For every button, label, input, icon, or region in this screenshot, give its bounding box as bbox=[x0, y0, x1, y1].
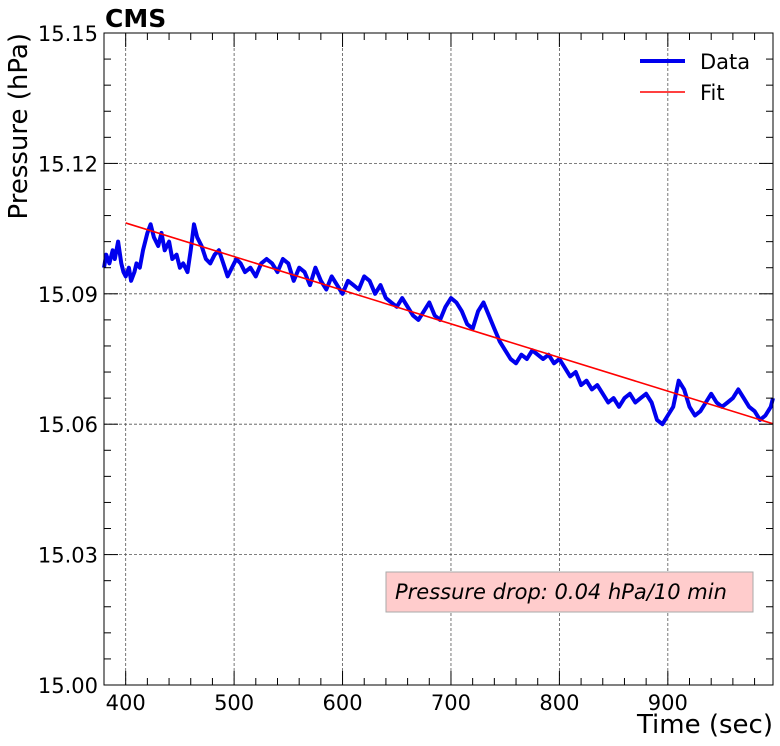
legend-data-label: Data bbox=[700, 50, 750, 74]
experiment-label: CMS bbox=[105, 4, 166, 33]
y-tick-label: 15.09 bbox=[38, 283, 98, 307]
y-tick-label: 15.06 bbox=[38, 413, 98, 437]
y-tick-label: 15.03 bbox=[38, 544, 98, 568]
x-tick-label: 600 bbox=[322, 691, 362, 715]
data-series bbox=[102, 222, 775, 427]
x-axis-title: Time (sec) bbox=[636, 710, 773, 740]
x-tick-label: 900 bbox=[648, 691, 688, 715]
plot-frame bbox=[103, 32, 774, 686]
x-tick-label: 500 bbox=[214, 691, 254, 715]
y-tick-label: 15.15 bbox=[38, 22, 98, 46]
x-tick-label: 700 bbox=[431, 691, 471, 715]
axis-ticks: 400 500 600 700 800 900 15.00 15.03 15.06 15.09 15… bbox=[38, 22, 773, 715]
annotation-text: Pressure drop: 0.04 hPa/10 min bbox=[395, 580, 727, 604]
x-tick-label: 400 bbox=[106, 691, 146, 715]
y-tick-label: 15.00 bbox=[38, 674, 98, 698]
x-tick-label: 800 bbox=[539, 691, 579, 715]
legend-fit-label: Fit bbox=[700, 81, 725, 105]
y-axis-title: Pressure (hPa) bbox=[4, 33, 34, 220]
legend: Data Fit bbox=[640, 50, 750, 105]
fit-series-line bbox=[125, 222, 774, 425]
y-tick-label: 15.12 bbox=[38, 152, 98, 176]
annotation-box: Pressure drop: 0.04 hPa/10 min bbox=[385, 571, 754, 613]
annotation-background bbox=[385, 571, 754, 613]
data-series-line bbox=[102, 222, 775, 427]
